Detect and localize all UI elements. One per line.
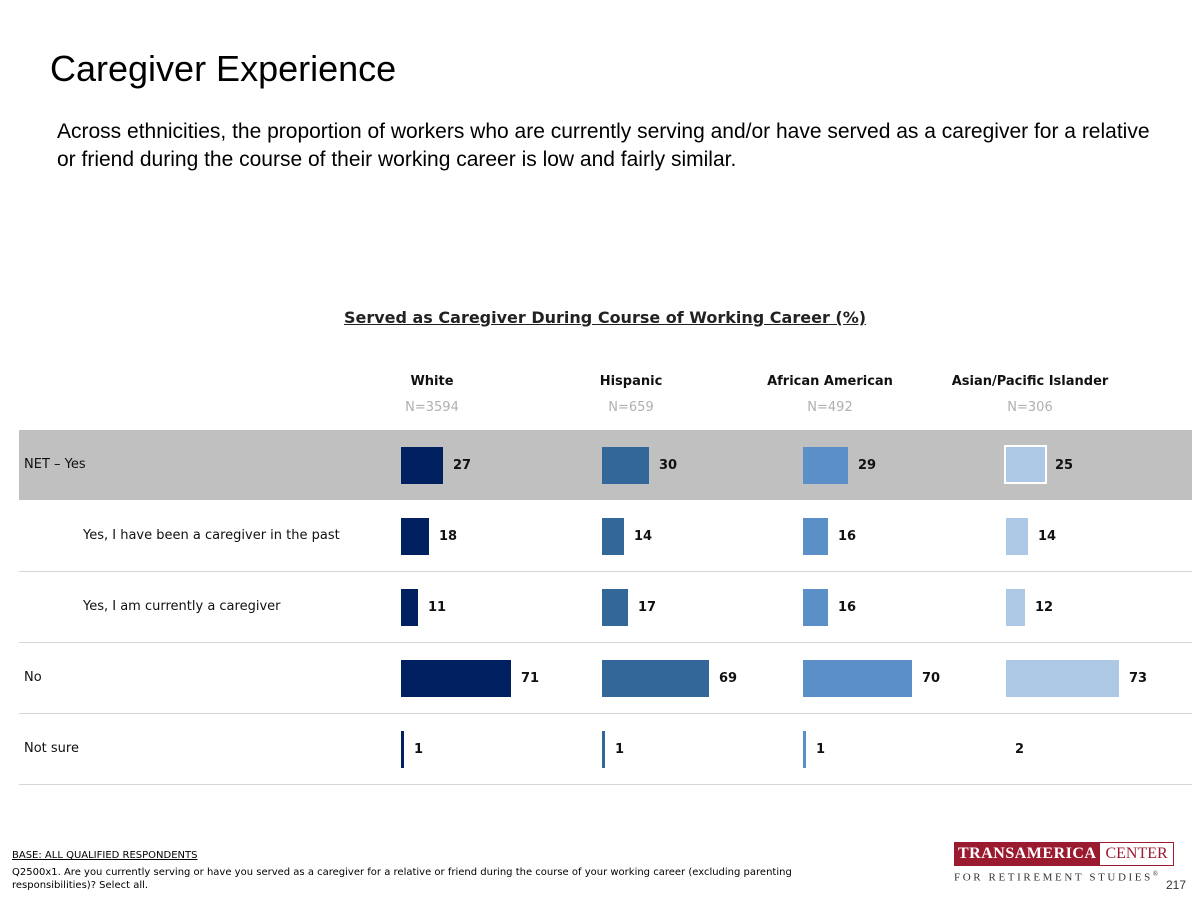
bar (401, 518, 429, 555)
data-label: 30 (659, 458, 678, 473)
data-label: 17 (638, 600, 657, 615)
logo-tagline: FOR RETIREMENT STUDIES (954, 871, 1153, 884)
data-label: 73 (1129, 671, 1148, 686)
chart-row: Yes, I have been a caregiver in the past… (19, 501, 1192, 572)
registered-mark: ® (1152, 870, 1159, 878)
data-label: 1 (816, 742, 826, 757)
bar (401, 731, 404, 768)
bar (602, 518, 624, 555)
page-subtitle: Across ethnicities, the proportion of wo… (57, 120, 1150, 171)
column-header-2: African American (767, 374, 893, 389)
chart-title: Served as Caregiver During Course of Wor… (343, 308, 867, 327)
brand-logo: TRANSAMERICA CENTER FOR RETIREMENT STUDI… (954, 842, 1174, 884)
bar (602, 447, 649, 484)
data-label: 70 (922, 671, 941, 686)
logo-right-text: CENTER (1100, 842, 1174, 866)
chart-row: Not sure 1 1 1 2 (19, 714, 1192, 785)
bar (803, 518, 828, 555)
bar (602, 731, 605, 768)
footer-question: Q2500x1. Are you currently serving or ha… (12, 867, 792, 891)
row-label: Yes, I have been a caregiver in the past (83, 528, 340, 543)
column-sample-size-3: N=306 (1007, 400, 1053, 415)
data-label: 16 (838, 600, 857, 615)
data-label: 12 (1035, 600, 1054, 615)
row-label: NET – Yes (24, 457, 86, 472)
bar (1006, 518, 1028, 555)
bar (803, 589, 828, 626)
bar (602, 589, 628, 626)
column-sample-size-1: N=659 (608, 400, 654, 415)
page-number: 217 (1166, 878, 1187, 892)
data-label: 1 (615, 742, 625, 757)
data-label: 71 (521, 671, 540, 686)
data-label: 25 (1055, 458, 1074, 473)
bar (803, 660, 912, 697)
chart-row: No 71 69 70 73 (19, 643, 1192, 714)
data-label: 11 (428, 600, 447, 615)
column-header-1: Hispanic (599, 374, 663, 389)
chart-row: NET – Yes 27 30 29 25 (19, 430, 1192, 500)
column-sample-size-2: N=492 (807, 400, 853, 415)
data-label: 2 (1015, 742, 1025, 757)
bar (602, 660, 709, 697)
bar (803, 447, 848, 484)
data-label: 69 (719, 671, 738, 686)
data-label: 14 (634, 529, 653, 544)
bar (1004, 445, 1047, 484)
bar (803, 731, 806, 768)
row-label: Not sure (24, 741, 79, 756)
column-sample-size-0: N=3594 (405, 400, 459, 415)
data-label: 16 (838, 529, 857, 544)
data-label: 29 (858, 458, 877, 473)
data-label: 27 (453, 458, 472, 473)
data-label: 18 (439, 529, 458, 544)
page-title: Caregiver Experience (50, 48, 397, 89)
footer-base: BASE: ALL QUALIFIED RESPONDENTS (12, 850, 198, 861)
row-label: No (24, 670, 42, 685)
bar (401, 447, 443, 484)
data-label: 14 (1038, 529, 1057, 544)
column-header-0: White (410, 374, 454, 389)
logo-left-text: TRANSAMERICA (954, 842, 1101, 866)
bar (401, 660, 511, 697)
column-header-3: Asian/Pacific Islander (951, 374, 1109, 389)
bar (1006, 660, 1119, 697)
row-label: Yes, I am currently a caregiver (83, 599, 281, 614)
bar (1006, 589, 1025, 626)
data-label: 1 (414, 742, 424, 757)
chart-row: Yes, I am currently a caregiver 11 17 16 12 (19, 572, 1192, 643)
bar (401, 589, 418, 626)
